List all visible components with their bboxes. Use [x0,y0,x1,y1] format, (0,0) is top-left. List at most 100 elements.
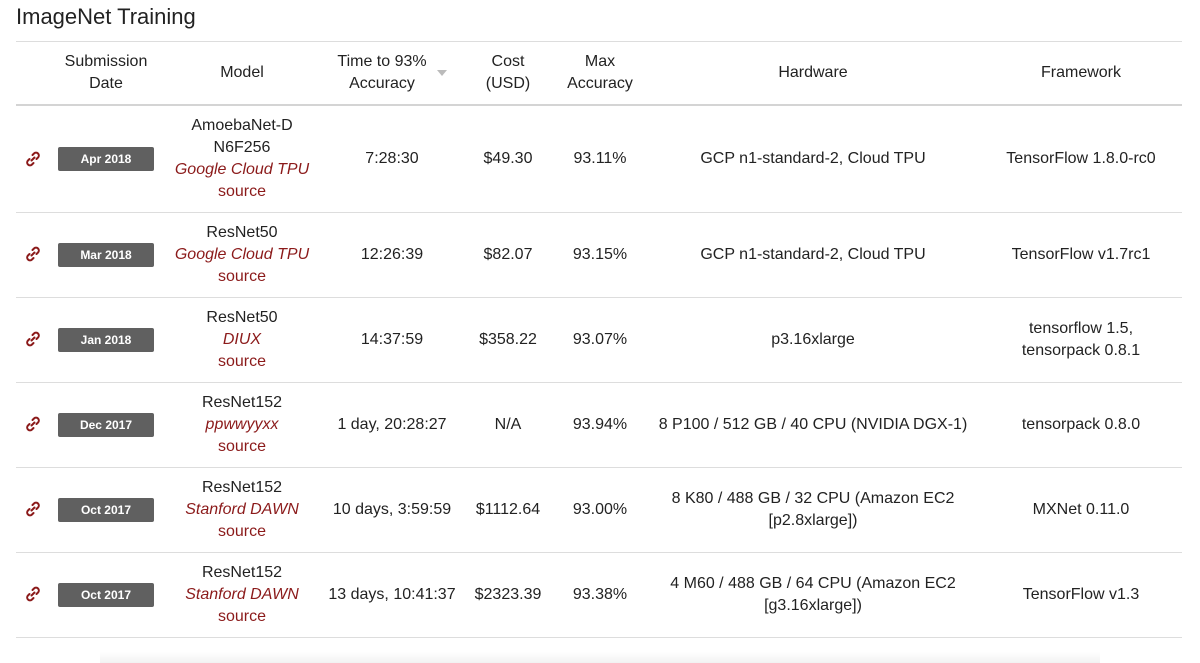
framework-line1: MXNet 0.11.0 [1032,500,1130,518]
hardware-cell: 4 M60 / 488 GB / 64 CPU (Amazon EC2 [g3.… [646,552,980,637]
header-time-to-accuracy[interactable]: Time to 93% Accuracy [322,42,462,106]
hardware-line1: GCP n1-standard-2, Cloud TPU [700,245,926,263]
hardware-cell: p3.16xlarge [646,297,980,382]
header-framework[interactable]: Framework [980,42,1182,106]
header-hardware[interactable]: Hardware [646,42,980,106]
hardware-cell: 8 P100 / 512 GB / 40 CPU (NVIDIA DGX-1) [646,382,980,467]
model-name: ResNet50 [206,223,278,241]
hardware-line1: 8 P100 / 512 GB / 40 CPU (NVIDIA DGX-1) [658,415,968,433]
header-hardware-label: Hardware [778,64,848,81]
table-row: Dec 2017 ResNet152 ppwwyyxx source 1 day… [16,382,1182,467]
model-name-line2: N6F256 [213,138,271,156]
accuracy-cell: 93.38% [572,585,628,603]
table-row: Jan 2018 ResNet50 DIUX source 14:37:59 $… [16,297,1182,382]
model-org-link[interactable]: ppwwyyxx [205,415,279,433]
model-org-link[interactable]: Stanford DAWN [185,500,299,518]
header-acc-line2: Accuracy [567,75,633,92]
table-row: Oct 2017 ResNet152 Stanford DAWN source … [16,467,1182,552]
source-link[interactable]: source [217,437,267,455]
framework-line1: TensorFlow v1.3 [1022,585,1140,603]
hardware-line1: 8 K80 / 488 GB / 32 CPU (Amazon EC2 [671,489,955,507]
table-row: Mar 2018 ResNet50 Google Cloud TPU sourc… [16,212,1182,297]
header-cost-line2: (USD) [485,75,531,92]
date-badge: Oct 2017 [58,582,154,607]
model-org-link[interactable]: Google Cloud TPU [174,160,310,178]
header-model[interactable]: Model [162,42,322,106]
cost-cell: N/A [494,415,522,433]
model-name: ResNet50 [206,308,278,326]
header-cost-line1: Cost [491,53,525,70]
source-link[interactable]: source [217,267,267,285]
table-body: Apr 2018 AmoebaNet-D N6F256 Google Cloud… [16,105,1182,637]
header-submission-date[interactable]: Submission Date [50,42,162,106]
cost-cell: $49.30 [483,149,533,167]
cost-cell: $358.22 [479,330,537,348]
accuracy-cell: 93.11% [573,149,627,167]
hardware-line2: [g3.16xlarge]) [764,596,862,614]
table-header-row: Submission Date Model Time to 93% Accura… [16,41,1182,106]
page-title: ImageNet Training [16,4,196,29]
link-icon[interactable] [24,150,42,168]
link-icon[interactable] [24,500,42,518]
header-max-accuracy[interactable]: Max Accuracy [554,42,646,106]
framework-line1: TensorFlow v1.7rc1 [1011,245,1151,263]
table-header: Submission Date Model Time to 93% Accura… [16,41,1182,106]
hardware-line1: 4 M60 / 488 GB / 64 CPU (Amazon EC2 [670,574,956,592]
link-icon[interactable] [24,330,42,348]
time-cell: 7:28:30 [365,149,419,167]
hardware-line2: [p2.8xlarge]) [768,511,858,529]
header-acc-line1: Max [584,53,616,70]
source-link[interactable]: source [217,607,267,625]
header-model-label: Model [220,64,264,81]
accuracy-cell: 93.94% [572,415,628,433]
framework-cell: TensorFlow 1.8.0-rc0 [980,105,1182,212]
model-org-link[interactable]: DIUX [222,330,262,348]
accuracy-cell: 93.07% [572,330,628,348]
date-badge: Oct 2017 [58,497,154,522]
accuracy-cell: 93.15% [572,245,628,263]
header-time-line1: Time to 93% [337,53,427,70]
header-cost[interactable]: Cost (USD) [462,42,554,106]
header-date-line2: Date [89,75,123,92]
source-link[interactable]: source [217,522,267,540]
link-icon[interactable] [24,415,42,433]
sort-desc-icon[interactable] [436,70,447,76]
model-org-link[interactable]: Stanford DAWN [185,585,299,603]
framework-line1: TensorFlow 1.8.0-rc0 [1006,149,1156,167]
hardware-cell: GCP n1-standard-2, Cloud TPU [646,212,980,297]
framework-cell: tensorpack 0.8.0 [980,382,1182,467]
framework-line1: tensorpack 0.8.0 [1021,415,1141,433]
hardware-line1: GCP n1-standard-2, Cloud TPU [700,149,926,167]
table-row: Apr 2018 AmoebaNet-D N6F256 Google Cloud… [16,105,1182,212]
date-badge: Apr 2018 [58,146,154,171]
hardware-cell: GCP n1-standard-2, Cloud TPU [646,105,980,212]
cost-cell: $82.07 [483,245,533,263]
link-icon[interactable] [24,245,42,263]
bottom-shadow [100,652,1100,663]
link-icon[interactable] [24,585,42,603]
source-link[interactable]: source [217,182,267,200]
time-cell: 12:26:39 [360,245,424,263]
date-badge: Mar 2018 [58,242,154,267]
header-date-line1: Submission [64,53,148,70]
time-cell: 10 days, 3:59:59 [332,500,452,518]
source-link[interactable]: source [217,352,267,370]
model-name: ResNet152 [201,393,283,411]
date-badge: Jan 2018 [58,327,154,352]
framework-line2: tensorpack 0.8.1 [1021,341,1141,359]
framework-line1: tensorflow 1.5, [1028,319,1134,337]
time-cell: 1 day, 20:28:27 [337,415,447,433]
table-row: Oct 2017 ResNet152 Stanford DAWN source … [16,552,1182,637]
date-badge: Dec 2017 [58,412,154,437]
time-cell: 14:37:59 [360,330,424,348]
hardware-line1: p3.16xlarge [771,330,855,348]
model-name: ResNet152 [201,478,283,496]
cost-cell: $1112.64 [475,500,541,518]
cost-cell: $2323.39 [474,585,542,603]
model-org-link[interactable]: Google Cloud TPU [174,245,310,263]
framework-cell: tensorflow 1.5, tensorpack 0.8.1 [980,297,1182,382]
framework-cell: TensorFlow v1.7rc1 [980,212,1182,297]
model-name: AmoebaNet-D [191,116,293,134]
header-framework-label: Framework [1040,64,1121,81]
header-time-line2: Accuracy [349,75,415,92]
